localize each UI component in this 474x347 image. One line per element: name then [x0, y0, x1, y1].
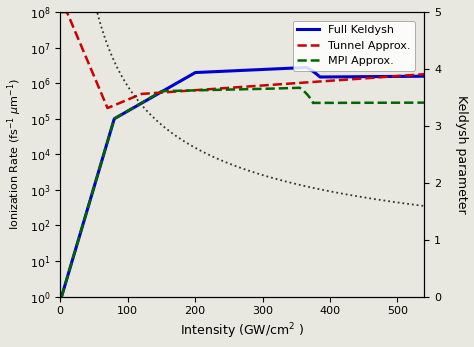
Keldysh param — [329, 190, 335, 194]
Full Keldysh — [303, 65, 309, 69]
Full Keldysh — [197, 70, 203, 74]
Keldysh param — [124, 83, 130, 87]
Tunnel Approx. — [421, 72, 427, 76]
Tunnel Approx. — [197, 88, 203, 92]
Full Keldysh — [357, 75, 363, 79]
MPI Approx. — [58, 295, 64, 299]
Tunnel Approx. — [58, 10, 64, 14]
Tunnel Approx. — [125, 98, 130, 102]
MPI Approx. — [357, 101, 363, 105]
Keldysh param — [276, 178, 282, 182]
Full Keldysh — [276, 67, 282, 71]
Tunnel Approx. — [295, 81, 301, 85]
Line: Keldysh param: Keldysh param — [61, 0, 424, 206]
Line: Full Keldysh: Full Keldysh — [61, 67, 424, 297]
MPI Approx. — [421, 101, 427, 105]
Line: Tunnel Approx.: Tunnel Approx. — [61, 12, 424, 108]
Tunnel Approx. — [276, 82, 282, 86]
Keldysh param — [294, 182, 300, 186]
Full Keldysh — [421, 74, 427, 78]
Full Keldysh — [294, 66, 300, 70]
Keldysh param — [357, 195, 363, 199]
MPI Approx. — [329, 101, 335, 105]
Tunnel Approx. — [105, 106, 110, 110]
MPI Approx. — [276, 86, 282, 91]
Y-axis label: Keldysh parameter: Keldysh parameter — [455, 95, 468, 214]
Keldysh param — [421, 204, 427, 208]
Full Keldysh — [58, 295, 64, 299]
MPI Approx. — [294, 86, 300, 90]
Keldysh param — [197, 148, 203, 152]
Tunnel Approx. — [329, 78, 335, 83]
Legend: Full Keldysh, Tunnel Approx., MPI Approx.: Full Keldysh, Tunnel Approx., MPI Approx… — [292, 20, 415, 70]
X-axis label: Intensity (GW/cm$^{2}$ ): Intensity (GW/cm$^{2}$ ) — [180, 322, 304, 341]
MPI Approx. — [297, 86, 302, 90]
Full Keldysh — [124, 109, 130, 113]
Full Keldysh — [329, 75, 335, 79]
Line: MPI Approx.: MPI Approx. — [61, 88, 424, 297]
Y-axis label: Ionization Rate (fs$^{-1}$ $\mu$m$^{-1}$): Ionization Rate (fs$^{-1}$ $\mu$m$^{-1}$… — [6, 78, 24, 230]
Tunnel Approx. — [357, 77, 363, 81]
MPI Approx. — [124, 109, 130, 113]
MPI Approx. — [197, 88, 203, 92]
